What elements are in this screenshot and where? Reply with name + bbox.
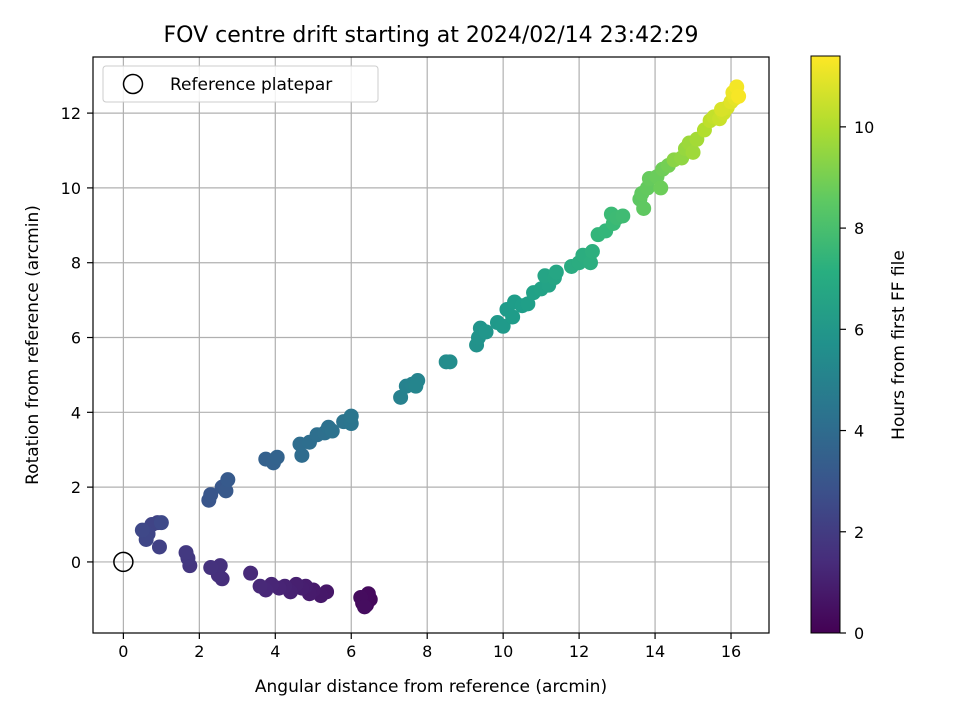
- data-point: [151, 539, 167, 555]
- data-point: [636, 200, 652, 216]
- x-axis-ticks: 0 2 4 6 8 10 12 14 16: [118, 633, 741, 661]
- data-point: [584, 243, 600, 259]
- x-tick-label: 16: [721, 642, 741, 661]
- colorbar-label: Hours from first FF file: [889, 250, 909, 440]
- legend: Reference platepar: [102, 65, 379, 103]
- data-point: [243, 565, 259, 581]
- x-tick-label: 0: [118, 642, 128, 661]
- data-point: [408, 378, 424, 394]
- data-point: [203, 560, 219, 576]
- data-points: [134, 79, 747, 615]
- colorbar: 0 2 4 6 8 10 Hours from first FF file: [810, 55, 909, 643]
- legend-box: [102, 65, 379, 103]
- data-point: [393, 389, 409, 405]
- data-point: [203, 487, 219, 503]
- y-tick-label: 12: [61, 104, 81, 123]
- y-axis-label: Rotation from reference (arcmin): [23, 205, 43, 485]
- y-tick-label: 8: [71, 254, 81, 273]
- legend-label: Reference platepar: [170, 75, 332, 95]
- data-point: [153, 515, 169, 531]
- y-tick-label: 2: [71, 478, 81, 497]
- colorbar-tick-label: 4: [854, 422, 864, 441]
- y-tick-label: 10: [61, 179, 81, 198]
- data-point: [269, 449, 285, 465]
- reference-marker: [113, 551, 134, 573]
- data-point: [478, 324, 494, 340]
- chart-title: FOV centre drift starting at 2024/02/14 …: [164, 23, 699, 48]
- x-tick-label: 4: [270, 642, 280, 661]
- data-point: [178, 545, 194, 561]
- x-tick-label: 2: [194, 642, 204, 661]
- grid-vertical: [122, 57, 732, 633]
- x-axis-label: Angular distance from reference (arcmin): [255, 677, 607, 697]
- x-tick-label: 14: [645, 642, 665, 661]
- legend-reference-marker: [122, 73, 144, 95]
- data-point: [685, 144, 701, 160]
- data-point: [357, 599, 373, 615]
- x-tick-label: 10: [493, 642, 513, 661]
- data-point: [653, 180, 669, 196]
- x-tick-label: 8: [422, 642, 432, 661]
- data-point: [220, 472, 236, 488]
- colorbar-tick-label: 6: [854, 320, 864, 339]
- data-point: [442, 354, 458, 370]
- plot-frame: [92, 56, 770, 634]
- data-point: [520, 296, 536, 312]
- y-tick-label: 0: [71, 553, 81, 572]
- data-point: [505, 309, 521, 325]
- data-point: [731, 88, 747, 104]
- x-tick-label: 6: [346, 642, 356, 661]
- data-point: [615, 208, 631, 224]
- grid-horizontal: [93, 112, 769, 563]
- data-point: [218, 483, 234, 499]
- y-tick-label: 4: [71, 403, 81, 422]
- y-tick-label: 6: [71, 329, 81, 348]
- colorbar-tick-label: 8: [854, 219, 864, 238]
- data-point: [324, 423, 340, 439]
- x-tick-label: 12: [569, 642, 589, 661]
- data-point: [294, 447, 310, 463]
- colorbar-ticks: 0 2 4 6 8 10: [840, 118, 874, 643]
- y-axis-ticks: 0 2 4 6 8 10 12: [61, 104, 93, 572]
- data-point: [252, 578, 268, 594]
- colorbar-gradient: [810, 55, 841, 634]
- colorbar-tick-label: 2: [854, 523, 864, 542]
- data-point: [548, 264, 564, 280]
- data-point: [495, 318, 511, 334]
- data-point: [134, 522, 150, 538]
- data-point: [343, 408, 359, 424]
- data-point: [583, 255, 599, 271]
- colorbar-tick-label: 10: [854, 118, 874, 137]
- colorbar-tick-label: 0: [854, 624, 864, 643]
